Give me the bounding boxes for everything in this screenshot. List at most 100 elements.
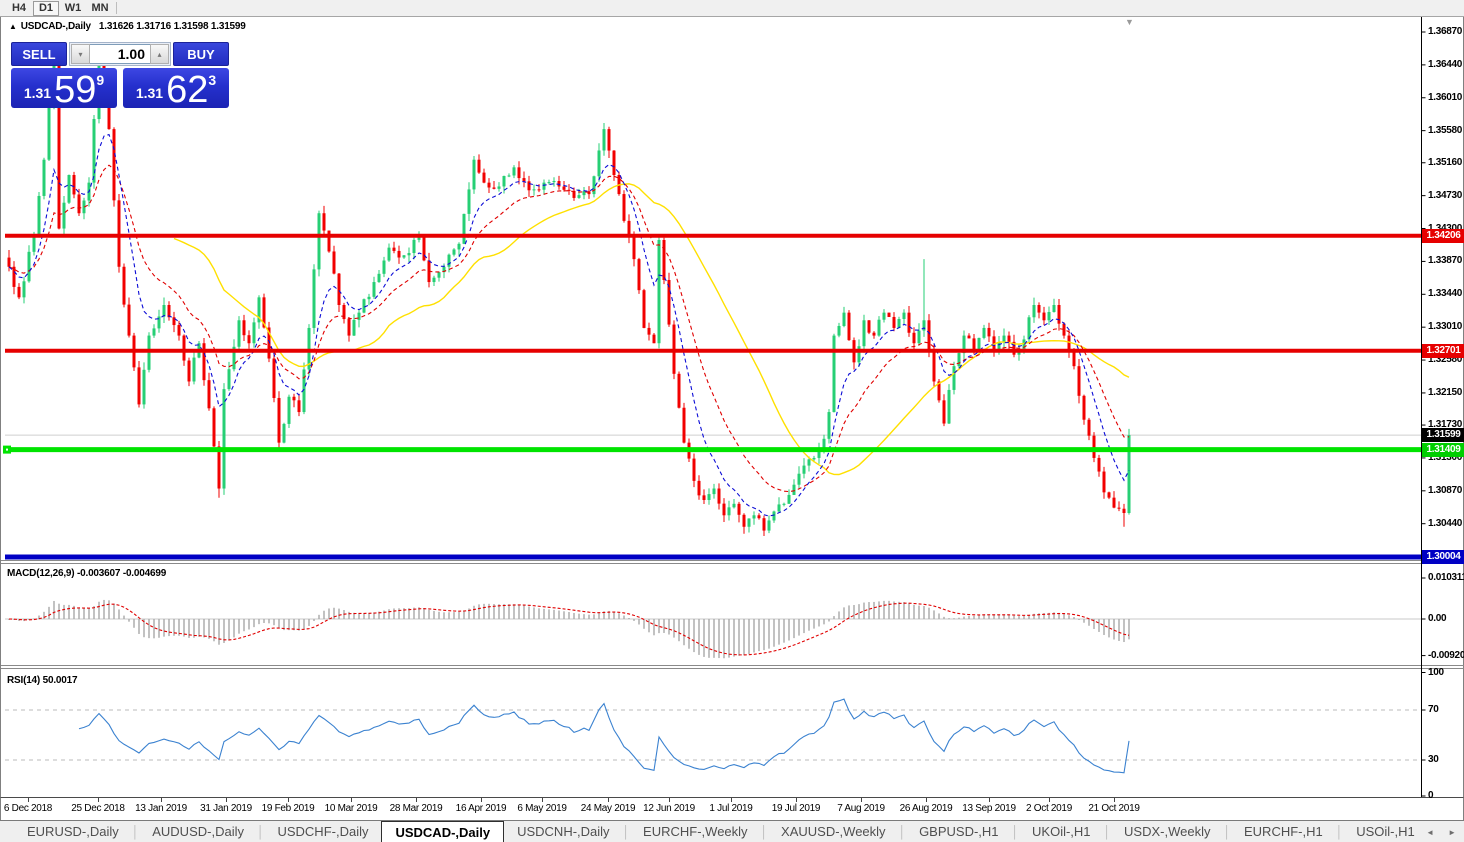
date-tick <box>1049 798 1050 802</box>
volume-stepper: ▾ 1.00 ▴ <box>69 42 171 66</box>
price-scale-label: 1.31730 <box>1428 419 1463 431</box>
date-tick <box>28 798 29 802</box>
buy-price-point: 3 <box>208 72 217 88</box>
sell-price-pips: 59 <box>54 69 97 111</box>
buy-price-display[interactable]: 1.31 62 3 <box>123 68 229 109</box>
date-tick <box>926 798 927 802</box>
chart-tab-ukoil-h1[interactable]: UKOil-,H1 <box>1032 824 1091 839</box>
price-scale-label: 1.30440 <box>1428 517 1463 529</box>
rsi-scale-label: 0 <box>1428 790 1434 801</box>
sell-button[interactable]: SELL <box>11 42 67 66</box>
tab-separator: │ <box>760 824 769 839</box>
price-scale-label: 1.32580 <box>1428 354 1463 366</box>
timeframe-button-mn[interactable]: MN <box>91 2 109 14</box>
tab-scroll-right-icon[interactable]: ► <box>1448 827 1456 837</box>
date-label: 31 Jan 2019 <box>200 803 252 814</box>
date-label: 24 May 2019 <box>580 803 636 814</box>
tab-separator: │ <box>622 824 631 839</box>
volume-increase-icon[interactable]: ▴ <box>150 44 169 64</box>
date-tick <box>98 798 99 802</box>
date-label: 12 Jun 2019 <box>643 803 695 814</box>
chart-tab-usdchf-daily[interactable]: USDCHF-,Daily <box>277 824 369 839</box>
price-level-tag: 1.30004 <box>1422 550 1464 565</box>
sell-price-display[interactable]: 1.31 59 9 <box>11 68 117 111</box>
chart-tab-gbpusd-h1[interactable]: GBPUSD-,H1 <box>919 824 999 839</box>
timeframe-button-h4[interactable]: H4 <box>11 2 27 14</box>
date-tick <box>481 798 482 802</box>
one-click-trading-widget: SELL ▾ 1.00 ▴ BUY 1.31 59 9 1.31 62 3 <box>11 42 229 111</box>
tab-separator: │ <box>1223 824 1232 839</box>
sell-price-prefix: 1.31 <box>23 85 52 101</box>
price-scale-label: 1.32150 <box>1428 386 1463 398</box>
date-label: 7 Aug 2019 <box>837 803 885 814</box>
timeframe-button-d1[interactable]: D1 <box>33 0 59 16</box>
date-tick <box>288 798 289 802</box>
date-label: 13 Sep 2019 <box>962 803 1016 814</box>
chart-window: ▲ USDCAD-,Daily 1.31626 1.31716 1.31598 1.… <box>0 17 1464 801</box>
rsi-scale-label: 30 <box>1428 754 1439 765</box>
chart-tab-usoil-h1[interactable]: USOil-,H1 <box>1356 824 1415 839</box>
chart-tab-usdcad-daily[interactable]: USDCAD-,Daily <box>381 821 505 842</box>
price-scale-label: 1.35580 <box>1428 124 1463 136</box>
chart-ohlc-values: 1.31626 1.31716 1.31598 1.31599 <box>98 21 246 32</box>
date-tick <box>161 798 162 802</box>
date-label: 13 Jan 2019 <box>135 803 187 814</box>
date-label: 6 Dec 2018 <box>3 803 53 814</box>
price-scale-label: 1.33010 <box>1428 321 1463 333</box>
volume-input[interactable]: 1.00 <box>90 44 150 64</box>
date-label: 21 Oct 2019 <box>1088 803 1140 814</box>
timeframe-button-w1[interactable]: W1 <box>64 2 82 14</box>
buy-button[interactable]: BUY <box>173 42 229 66</box>
date-tick <box>608 798 609 802</box>
tab-separator: │ <box>1011 824 1020 839</box>
date-tick <box>542 798 543 802</box>
rsi-scale-label: 100 <box>1428 666 1444 678</box>
price-level-tag: 1.34206 <box>1422 228 1464 243</box>
date-label: 26 Aug 2019 <box>899 803 953 814</box>
date-tick <box>1114 798 1115 802</box>
price-level-tag: 1.31599 <box>1422 428 1464 443</box>
toolbar-separator <box>116 2 117 14</box>
price-scale-label: 1.33440 <box>1428 288 1463 300</box>
date-label: 6 May 2019 <box>517 803 567 814</box>
macd-scale-label: 0.010311 <box>1428 572 1464 583</box>
chart-tab-audusd-daily[interactable]: AUDUSD-,Daily <box>152 824 244 839</box>
date-label: 10 Mar 2019 <box>324 803 378 814</box>
date-label: 1 Jul 2019 <box>709 803 753 814</box>
buy-price-prefix: 1.31 <box>135 85 164 101</box>
tab-separator: │ <box>131 824 140 839</box>
chart-tab-eurusd-daily[interactable]: EURUSD-,Daily <box>27 824 119 839</box>
price-scale-label: 1.36010 <box>1428 91 1463 103</box>
chart-tab-eurchf-h1[interactable]: EURCHF-,H1 <box>1244 824 1323 839</box>
chart-tab-usdcnh-daily[interactable]: USDCNH-,Daily <box>517 824 610 839</box>
chart-symbol-label: USDCAD-,Daily <box>20 21 91 32</box>
rsi-indicator-label: RSI(14) 50.0017 <box>7 675 78 686</box>
date-label: 19 Jul 2019 <box>771 803 821 814</box>
date-tick <box>416 798 417 802</box>
chart-surface[interactable] <box>1 17 1464 798</box>
price-scale-label: 1.34730 <box>1428 189 1463 201</box>
collapse-arrow-icon[interactable]: ▲ <box>9 22 17 31</box>
tab-scroll-left-icon[interactable]: ◄ <box>1426 827 1435 837</box>
date-axis[interactable]: 6 Dec 2018 25 Dec 2018 13 Jan 2019 31 Jan 2… <box>0 798 1464 820</box>
price-scale-label: 1.36870 <box>1428 26 1463 37</box>
volume-decrease-icon[interactable]: ▾ <box>71 44 90 64</box>
chart-tab-xauusd-weekly[interactable]: XAUUSD-,Weekly <box>781 824 886 839</box>
tab-separator: │ <box>256 824 265 839</box>
chart-tab-usdx-weekly[interactable]: USDX-,Weekly <box>1124 824 1211 839</box>
date-label: 2 Oct 2019 <box>1026 803 1072 814</box>
tab-separator: │ <box>1103 824 1112 839</box>
chart-shift-marker-icon[interactable]: ▼ <box>1125 17 1134 27</box>
price-level-tag: 1.32701 <box>1422 343 1464 358</box>
date-label: 28 Mar 2019 <box>389 803 443 814</box>
date-tick <box>351 798 352 802</box>
price-scale-label: 1.30870 <box>1428 484 1463 496</box>
chart-tab-eurchf-weekly[interactable]: EURCHF-,Weekly <box>643 824 748 839</box>
price-scale-label: 1.35160 <box>1428 156 1463 168</box>
tab-separator: │ <box>898 824 907 839</box>
price-scale-label: 1.34300 <box>1428 223 1462 234</box>
chart-title: ▲ USDCAD-,Daily 1.31626 1.31716 1.31598 1.… <box>9 21 246 32</box>
date-label: 16 Apr 2019 <box>455 803 507 814</box>
timeframe-toolbar: H4 D1 W1 MN <box>0 0 1464 17</box>
date-tick <box>989 798 990 802</box>
